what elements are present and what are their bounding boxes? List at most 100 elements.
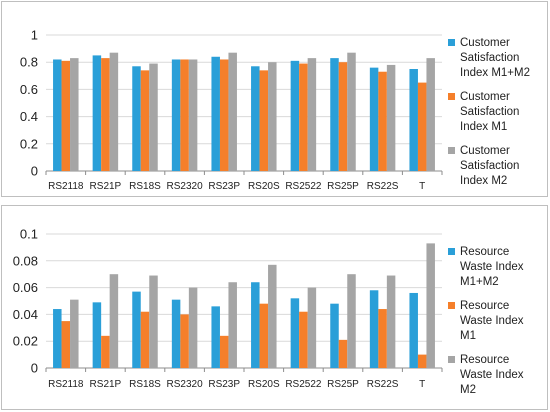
bar	[290, 298, 300, 368]
bar	[101, 335, 110, 368]
bar	[211, 56, 220, 172]
bar	[132, 66, 141, 171]
legend-swatch	[448, 356, 455, 363]
x-category-label: RS2320	[167, 379, 204, 390]
y-tick-label: 0.4	[20, 109, 38, 124]
x-category-label: RS21P	[90, 181, 122, 192]
legend-swatch	[448, 39, 455, 46]
bar	[347, 274, 356, 368]
bar	[109, 52, 119, 171]
bar	[426, 58, 435, 172]
resource-waste-chart: 0 0.02 0.04 0.06 0.08 0.1 RS2118 RS21P RS18S RS23…	[13, 227, 524, 397]
bar	[369, 67, 379, 171]
x-category-label: RS20S	[248, 379, 280, 390]
bar	[61, 321, 71, 368]
bar	[132, 291, 141, 368]
x-category-label: RS20S	[248, 181, 280, 192]
bar	[149, 63, 158, 172]
y-tick-label: 0.04	[13, 307, 38, 322]
legend-label: Customer Satisfaction Index M2	[460, 145, 519, 187]
y-tick-label: 0.6	[20, 82, 38, 97]
bar	[219, 59, 229, 172]
bar	[149, 275, 158, 368]
bar	[426, 243, 435, 368]
bar	[70, 299, 79, 368]
x-category-label: RS25P	[327, 379, 359, 390]
bar	[101, 58, 110, 172]
customer-satisfaction-chart-panel: 0 0.2 0.4 0.6 0.8 1 RS2118 RS21P RS18S RS2320 RS23…	[1, 1, 548, 197]
bar	[290, 60, 300, 172]
bar	[53, 59, 62, 172]
x-category-label: RS2522	[285, 379, 322, 390]
x-category-label: RS25P	[327, 181, 359, 192]
legend-label: Customer Satisfaction Index M1	[460, 91, 519, 133]
legend-label: Resource Waste Index M1	[460, 300, 524, 342]
bar	[409, 69, 418, 171]
y-tick-label: 1	[31, 28, 38, 43]
bar	[53, 309, 62, 368]
bar	[330, 303, 339, 368]
bar	[109, 274, 119, 368]
x-category-label: RS18S	[129, 181, 161, 192]
bar	[268, 264, 277, 368]
bar	[409, 292, 418, 368]
bar	[251, 282, 260, 368]
legend-swatch	[448, 248, 455, 255]
bar	[299, 63, 308, 172]
y-tick-label: 0.8	[20, 55, 38, 70]
bar	[171, 299, 181, 368]
bar	[417, 82, 427, 171]
bar	[330, 58, 339, 172]
bar	[188, 287, 198, 368]
bar	[347, 52, 356, 171]
bar	[259, 70, 269, 171]
bar	[299, 311, 308, 368]
bar	[338, 339, 348, 368]
bar	[386, 275, 396, 368]
bar	[228, 282, 237, 368]
x-category-label: RS2118	[48, 379, 84, 390]
x-category-label: RS22S	[367, 379, 399, 390]
bar	[268, 62, 277, 172]
legend-label: Resource Waste Index M2	[460, 354, 524, 396]
legend-label: Resource Waste Index M1+M2	[460, 246, 524, 288]
y-tick-label: 0.2	[20, 136, 38, 151]
y-tick-label: 0	[31, 361, 38, 376]
bar	[180, 314, 189, 368]
bar	[386, 64, 396, 171]
bar	[369, 290, 379, 368]
x-category-label: RS18S	[129, 379, 161, 390]
y-tick-label: 0.1	[20, 227, 38, 242]
x-category-label: RS21P	[90, 379, 122, 390]
legend-swatch	[448, 302, 455, 309]
bar	[378, 309, 387, 368]
bar	[259, 303, 269, 368]
legend-swatch	[448, 147, 455, 154]
legend: Resource Waste Index M1+M2 Resource Waste In…	[448, 246, 524, 396]
x-category-label: RS22S	[367, 181, 399, 192]
x-category-label: RS23P	[208, 181, 240, 192]
bar	[228, 52, 237, 171]
bar	[338, 62, 348, 172]
customer-satisfaction-chart: 0 0.2 0.4 0.6 0.8 1 RS2118 RS21P RS18S RS2320 RS23…	[20, 28, 530, 193]
bar	[180, 59, 189, 172]
x-category-label: T	[419, 379, 425, 390]
bar	[188, 59, 198, 172]
legend: Customer Satisfaction Index M1+M2 Customer S…	[448, 37, 530, 187]
y-tick-label: 0.06	[13, 280, 38, 295]
bar	[92, 55, 102, 171]
bar	[211, 306, 220, 368]
resource-waste-chart-panel: 0 0.02 0.04 0.06 0.08 0.1 RS2118 RS21P RS18S RS23…	[1, 205, 548, 410]
y-tick-label: 0	[31, 164, 38, 179]
bar	[307, 58, 317, 172]
bar	[140, 311, 150, 368]
x-category-label: RS2118	[48, 181, 84, 192]
bar	[307, 287, 317, 368]
legend-label: Customer Satisfaction Index M1+M2	[460, 37, 530, 79]
x-category-label: RS2320	[167, 181, 204, 192]
bar	[219, 335, 229, 368]
bar	[92, 302, 102, 368]
bar	[61, 60, 71, 172]
bar	[251, 66, 260, 171]
bar	[140, 70, 150, 171]
